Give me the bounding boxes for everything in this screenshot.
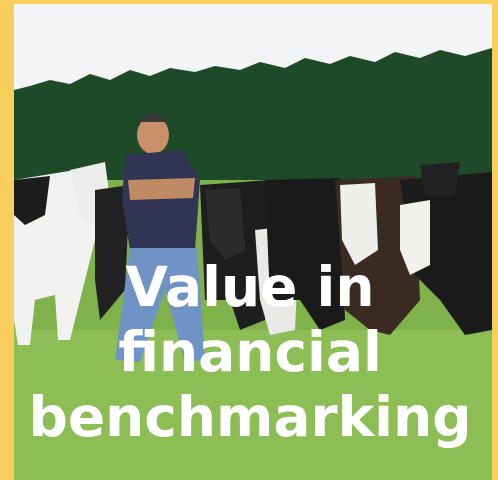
caption-line: financial <box>118 320 382 384</box>
caption-line: Value in <box>125 255 374 319</box>
card: Value in financial benchmarking <box>0 0 498 480</box>
caption-line: benchmarking <box>28 385 471 449</box>
